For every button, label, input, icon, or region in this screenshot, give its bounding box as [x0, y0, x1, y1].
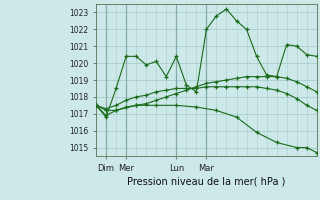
X-axis label: Pression niveau de la mer( hPa ): Pression niveau de la mer( hPa ): [127, 177, 285, 187]
